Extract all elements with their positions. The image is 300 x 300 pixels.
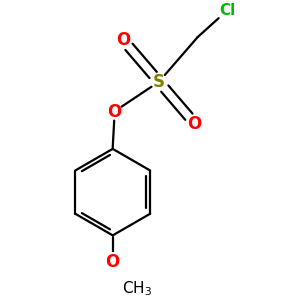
Text: O: O bbox=[107, 103, 121, 121]
Text: S: S bbox=[153, 73, 165, 91]
Text: CH$_3$: CH$_3$ bbox=[122, 280, 152, 298]
Text: O: O bbox=[188, 115, 202, 133]
Text: O: O bbox=[116, 31, 130, 49]
Text: O: O bbox=[106, 253, 120, 271]
Text: Cl: Cl bbox=[219, 3, 236, 18]
